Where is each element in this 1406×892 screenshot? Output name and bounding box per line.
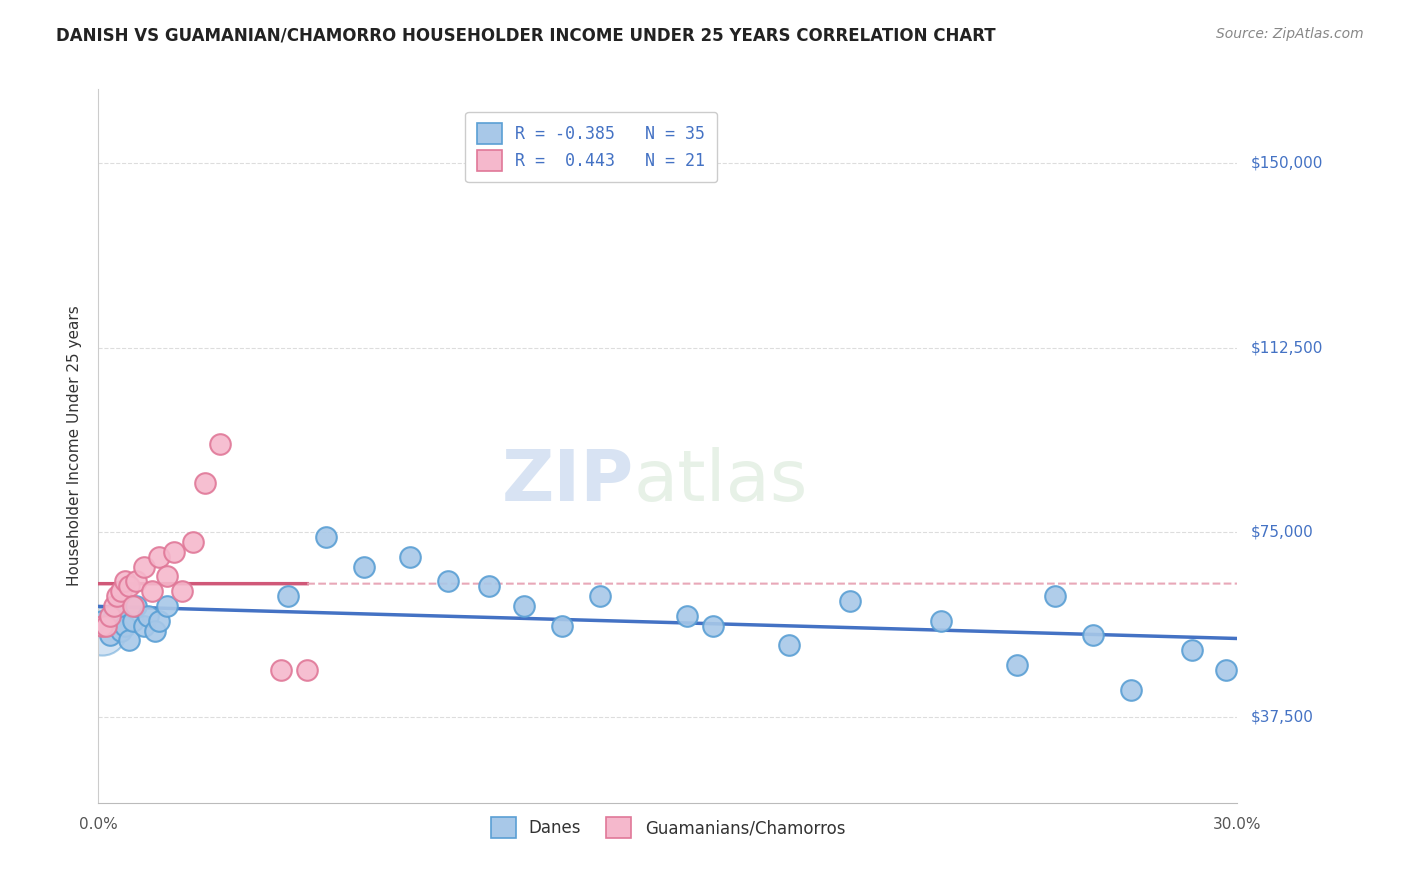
Point	[91, 614, 114, 628]
Point	[98, 628, 121, 642]
Point	[132, 559, 155, 574]
Point	[118, 579, 141, 593]
Text: DANISH VS GUAMANIAN/CHAMORRO HOUSEHOLDER INCOME UNDER 25 YEARS CORRELATION CHART: DANISH VS GUAMANIAN/CHAMORRO HOUSEHOLDER…	[56, 27, 995, 45]
Text: 30.0%: 30.0%	[1213, 817, 1261, 832]
Point	[107, 604, 129, 618]
Point	[91, 624, 114, 638]
Point	[550, 618, 572, 632]
Point	[94, 618, 117, 632]
Point	[118, 633, 141, 648]
Point	[839, 594, 862, 608]
Point	[315, 530, 337, 544]
Text: ZIP: ZIP	[502, 447, 634, 516]
Point	[114, 618, 136, 632]
Text: 0.0%: 0.0%	[79, 817, 118, 832]
Y-axis label: Householder Income Under 25 years: Householder Income Under 25 years	[67, 306, 83, 586]
Point	[125, 599, 148, 613]
Point	[91, 618, 114, 632]
Point	[145, 624, 167, 638]
Point	[398, 549, 420, 564]
Point	[297, 663, 319, 677]
Point	[929, 614, 952, 628]
Point	[270, 663, 292, 677]
Point	[156, 569, 179, 583]
Point	[1043, 589, 1066, 603]
Point	[107, 589, 129, 603]
Point	[103, 599, 125, 613]
Text: Source: ZipAtlas.com: Source: ZipAtlas.com	[1216, 27, 1364, 41]
Text: atlas: atlas	[634, 447, 808, 516]
Point	[136, 608, 159, 623]
Point	[183, 535, 205, 549]
Point	[1005, 658, 1028, 673]
Text: $75,000: $75,000	[1251, 524, 1313, 540]
Point	[208, 436, 231, 450]
Point	[148, 549, 170, 564]
Point	[676, 608, 699, 623]
Text: $112,500: $112,500	[1251, 340, 1323, 355]
Point	[353, 559, 375, 574]
Point	[277, 589, 299, 603]
Point	[148, 614, 170, 628]
Point	[103, 608, 125, 623]
Point	[132, 618, 155, 632]
Point	[163, 545, 186, 559]
Point	[1119, 682, 1142, 697]
Point	[1181, 643, 1204, 657]
Point	[436, 574, 458, 589]
Point	[512, 599, 534, 613]
Point	[110, 624, 132, 638]
Point	[110, 584, 132, 599]
Point	[125, 574, 148, 589]
Point	[121, 599, 143, 613]
Point	[1081, 628, 1104, 642]
Point	[778, 638, 800, 652]
Text: $150,000: $150,000	[1251, 155, 1323, 170]
Point	[114, 574, 136, 589]
Point	[194, 475, 217, 490]
Point	[702, 618, 724, 632]
Point	[141, 584, 163, 599]
Text: $37,500: $37,500	[1251, 709, 1313, 724]
Point	[588, 589, 610, 603]
Point	[1215, 663, 1237, 677]
Point	[98, 608, 121, 623]
Legend: Danes, Guamanians/Chamorros: Danes, Guamanians/Chamorros	[484, 811, 852, 845]
Point	[94, 618, 117, 632]
Point	[121, 614, 143, 628]
Point	[170, 584, 193, 599]
Point	[478, 579, 501, 593]
Point	[156, 599, 179, 613]
